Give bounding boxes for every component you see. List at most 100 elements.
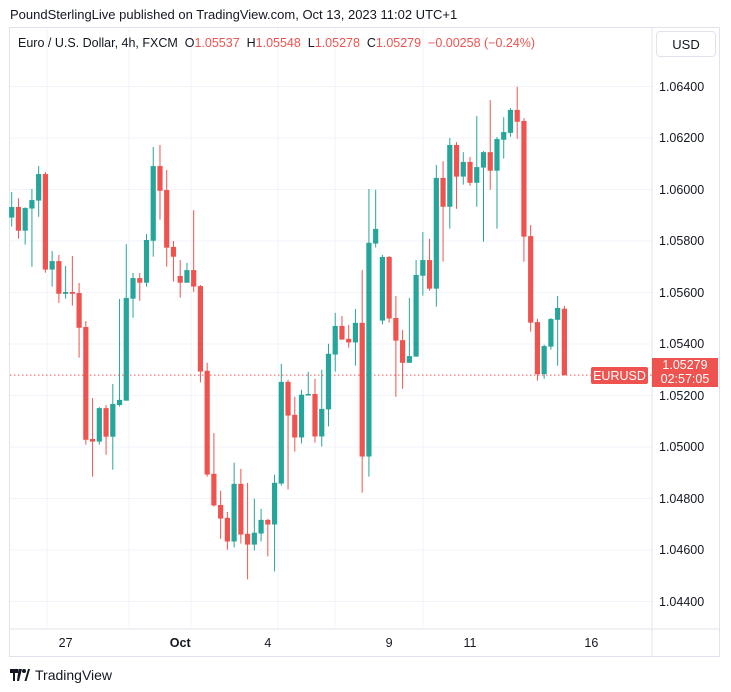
candle xyxy=(420,231,426,296)
candle-body xyxy=(42,174,48,270)
candle xyxy=(103,405,109,455)
candle xyxy=(298,389,305,444)
candle xyxy=(332,312,338,372)
candle-body xyxy=(143,239,150,283)
price-tick-label: 1.06200 xyxy=(659,131,705,145)
candle xyxy=(413,260,419,357)
candle xyxy=(406,297,412,363)
candle xyxy=(123,244,129,401)
publisher-caption: PoundSterlingLive published on TradingVi… xyxy=(10,7,458,22)
candle xyxy=(170,241,177,282)
candle-body xyxy=(22,208,28,231)
candle-body xyxy=(460,161,466,177)
candle xyxy=(218,490,224,539)
candle xyxy=(197,285,204,383)
candle-body xyxy=(110,403,116,437)
candle xyxy=(157,144,163,220)
tradingview-brand: TradingView xyxy=(35,667,113,683)
candle xyxy=(285,379,291,490)
candle xyxy=(224,511,230,550)
candle-body xyxy=(29,200,35,209)
candle xyxy=(110,383,116,470)
high-value: 1.05548 xyxy=(255,36,301,50)
date-tick-label: 9 xyxy=(385,636,393,650)
candle xyxy=(292,396,298,452)
price-tick-label: 1.05400 xyxy=(659,337,705,351)
price-tick-label: 1.05600 xyxy=(659,285,705,300)
candle-body xyxy=(514,109,520,122)
candle xyxy=(480,151,487,242)
candle-body xyxy=(170,246,177,257)
candle-body xyxy=(386,256,392,319)
last-price-value: 1.05279 xyxy=(662,358,708,372)
date-tick-label: 4 xyxy=(264,636,272,650)
last-price-label: 1.05279 02:57:05 xyxy=(652,358,718,387)
currency-button[interactable]: USD xyxy=(656,31,716,57)
candle xyxy=(541,344,547,379)
candle xyxy=(184,262,190,283)
candle xyxy=(373,189,379,248)
candle xyxy=(204,362,210,477)
candle-body xyxy=(440,177,446,207)
date-tick-label: 16 xyxy=(584,636,599,650)
candle-body xyxy=(36,174,42,201)
candle-body xyxy=(494,139,500,171)
tradingview-logo[interactable]: TradingView xyxy=(10,667,112,683)
candle-body xyxy=(76,293,82,328)
candle-body xyxy=(224,517,230,542)
candle-body xyxy=(319,408,325,437)
candle-body xyxy=(447,144,453,207)
axis-lines xyxy=(9,27,720,657)
candle xyxy=(359,269,365,493)
candle xyxy=(325,343,332,427)
close-label: C xyxy=(366,36,376,50)
candle xyxy=(379,254,385,325)
candle xyxy=(130,272,136,318)
price-tick-label: 1.04400 xyxy=(659,594,705,609)
high-label: H xyxy=(246,36,256,50)
candle-body xyxy=(164,190,170,248)
candle-body xyxy=(298,394,305,438)
candle xyxy=(521,118,527,262)
candle xyxy=(271,474,278,572)
candle-body xyxy=(56,261,62,294)
candle xyxy=(22,207,28,245)
candle xyxy=(143,234,150,287)
candle-body xyxy=(366,242,372,457)
symbol-price-label: EURUSD xyxy=(591,367,648,384)
symbol-description: Euro / U.S. Dollar, 4h, FXCM xyxy=(18,36,178,50)
candle-body xyxy=(325,353,332,410)
date-tick-label: 11 xyxy=(463,636,477,650)
candle-body xyxy=(487,152,493,171)
candle xyxy=(514,86,520,139)
candle-body xyxy=(83,327,89,440)
candle xyxy=(238,468,244,544)
candle-body xyxy=(305,393,311,396)
candle xyxy=(393,296,399,397)
candle-body xyxy=(561,308,567,376)
candle-body xyxy=(480,152,487,168)
candle-body xyxy=(501,132,507,140)
grid-lines xyxy=(10,28,652,629)
candle-body xyxy=(332,325,338,355)
candle-body xyxy=(116,399,123,406)
candle-body xyxy=(271,482,278,525)
candle xyxy=(400,330,406,389)
candle-body xyxy=(359,322,365,457)
candle-body xyxy=(63,291,69,294)
low-value: 1.05278 xyxy=(314,36,360,50)
candle xyxy=(191,210,197,292)
candle xyxy=(447,138,453,229)
candle-body xyxy=(379,256,385,321)
candle-body xyxy=(245,533,251,545)
candle-body xyxy=(278,381,284,484)
candle-body xyxy=(231,483,237,542)
candle-body xyxy=(393,317,399,341)
candle xyxy=(507,108,514,137)
candle-body xyxy=(157,166,163,191)
candle-body xyxy=(339,325,345,340)
candle xyxy=(474,116,480,207)
candle-body xyxy=(130,278,136,299)
candle xyxy=(245,482,251,580)
